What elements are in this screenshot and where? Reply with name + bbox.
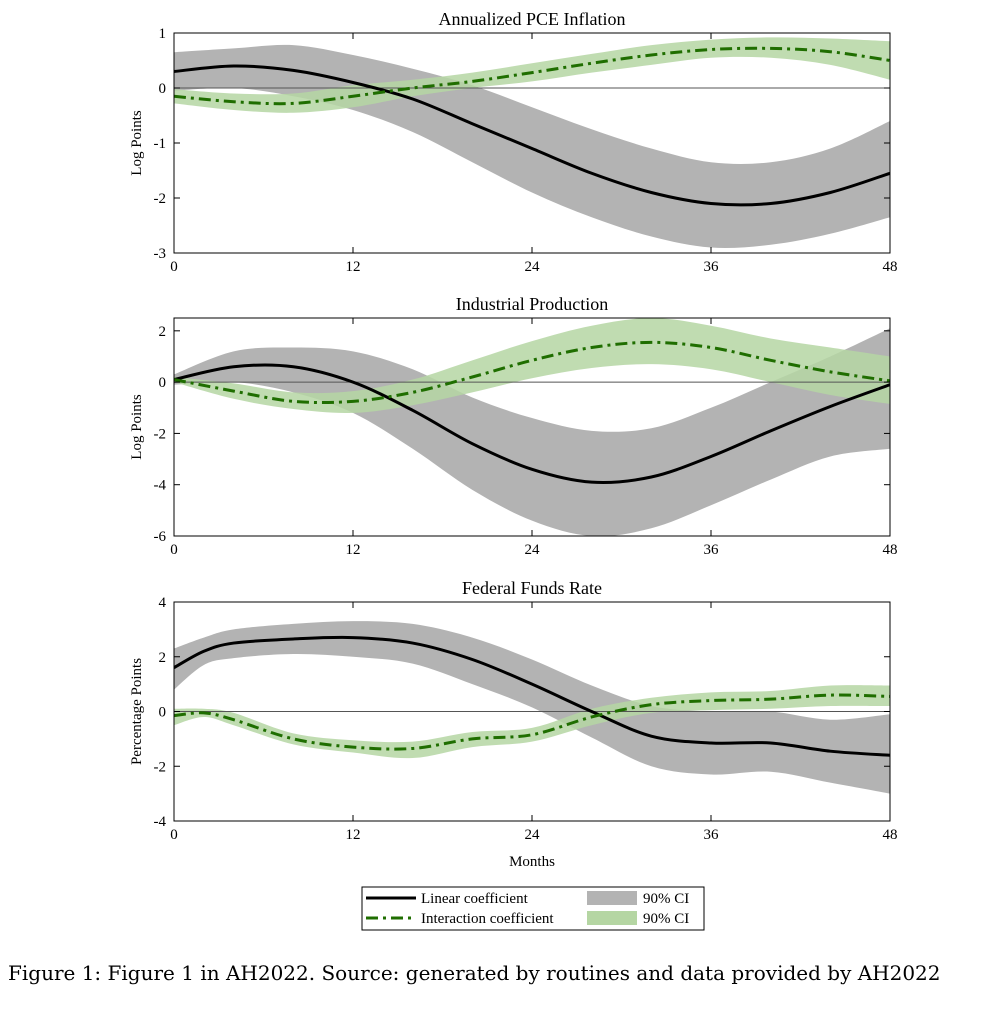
interaction-coefficient-line bbox=[174, 340, 890, 405]
x-tick-label: 48 bbox=[883, 259, 898, 275]
x-tick-label: 0 bbox=[170, 827, 178, 843]
chart-title: Federal Funds Rate bbox=[462, 578, 602, 598]
x-tick-label: 24 bbox=[525, 259, 541, 275]
interaction-ci-band bbox=[174, 37, 890, 113]
legend-box bbox=[361, 886, 705, 931]
y-axis-label: Percentage Points bbox=[129, 658, 145, 765]
plot-area bbox=[174, 37, 890, 248]
x-tick-label: 12 bbox=[346, 827, 361, 843]
y-tick-label: -2 bbox=[154, 759, 167, 775]
chart-title: Industrial Production bbox=[456, 294, 608, 314]
linear-coefficient-line bbox=[174, 363, 890, 484]
legend-linear-label: Linear coefficient bbox=[421, 891, 529, 907]
interaction-coefficient-line bbox=[174, 693, 890, 751]
linear-ci-band bbox=[174, 328, 890, 536]
y-axis-label: Log Points bbox=[129, 110, 145, 176]
legend-interaction-ci-label: 90% CI bbox=[643, 911, 689, 927]
y-tick-label: 0 bbox=[159, 81, 167, 97]
x-tick-label: 24 bbox=[525, 542, 541, 558]
x-tick-label: 12 bbox=[346, 542, 361, 558]
plot-area bbox=[174, 621, 890, 794]
x-tick-label: 12 bbox=[346, 259, 361, 275]
linear-ci-band bbox=[174, 621, 890, 794]
chart-title: Annualized PCE Inflation bbox=[439, 9, 626, 29]
x-tick-label: 0 bbox=[170, 542, 178, 558]
x-axis-label: Months bbox=[509, 854, 555, 870]
y-tick-label: 2 bbox=[159, 650, 167, 666]
legend-interaction-label: Interaction coefficient bbox=[421, 911, 554, 927]
y-tick-label: -2 bbox=[154, 191, 167, 207]
y-tick-label: -4 bbox=[154, 478, 167, 494]
x-tick-label: 48 bbox=[883, 827, 898, 843]
chart-panel-2: 0 12 24 36 48 2 0 -2 -4 -6 Industrial Production Lo… bbox=[129, 294, 898, 558]
interaction-ci-band bbox=[174, 685, 890, 759]
y-axis-label: Log Points bbox=[129, 394, 145, 460]
linear-coefficient-line bbox=[174, 635, 890, 757]
y-tick-label: -6 bbox=[154, 529, 167, 545]
y-tick-label: 1 bbox=[159, 26, 167, 42]
chart-panel-3: 0 12 24 36 48 4 2 0 -2 -4 Federal Funds Rate Percen… bbox=[129, 578, 898, 870]
plot-area bbox=[174, 318, 890, 536]
interaction-coefficient-line bbox=[174, 46, 890, 106]
legend-linear-ci-swatch bbox=[587, 891, 637, 905]
y-tick-label: -3 bbox=[154, 246, 167, 262]
legend: Linear coefficient 90% CI Interaction co… bbox=[361, 886, 705, 931]
x-tick-label: 36 bbox=[704, 259, 720, 275]
y-tick-label: -4 bbox=[154, 814, 167, 830]
y-tick-label: 0 bbox=[159, 375, 167, 391]
x-tick-label: 0 bbox=[170, 259, 178, 275]
y-tick-label: 0 bbox=[159, 705, 167, 721]
x-tick-label: 48 bbox=[883, 542, 898, 558]
y-tick-label: 2 bbox=[159, 324, 167, 340]
x-tick-label: 36 bbox=[704, 827, 720, 843]
x-tick-label: 36 bbox=[704, 542, 720, 558]
y-tick-label: 4 bbox=[159, 595, 167, 611]
linear-coefficient-line bbox=[174, 64, 890, 207]
figure-caption: Figure 1: Figure 1 in AH2022. Source: ge… bbox=[8, 961, 941, 985]
interaction-ci-band bbox=[174, 318, 890, 414]
legend-interaction-ci-swatch bbox=[587, 911, 637, 925]
y-tick-label: -1 bbox=[154, 136, 167, 152]
y-tick-label: -2 bbox=[154, 426, 167, 442]
chart-panel-1: 0 12 24 36 48 1 0 -1 -2 -3 Annualized PCE Inflatio… bbox=[129, 9, 898, 275]
x-tick-label: 24 bbox=[525, 827, 541, 843]
legend-linear-ci-label: 90% CI bbox=[643, 891, 689, 907]
